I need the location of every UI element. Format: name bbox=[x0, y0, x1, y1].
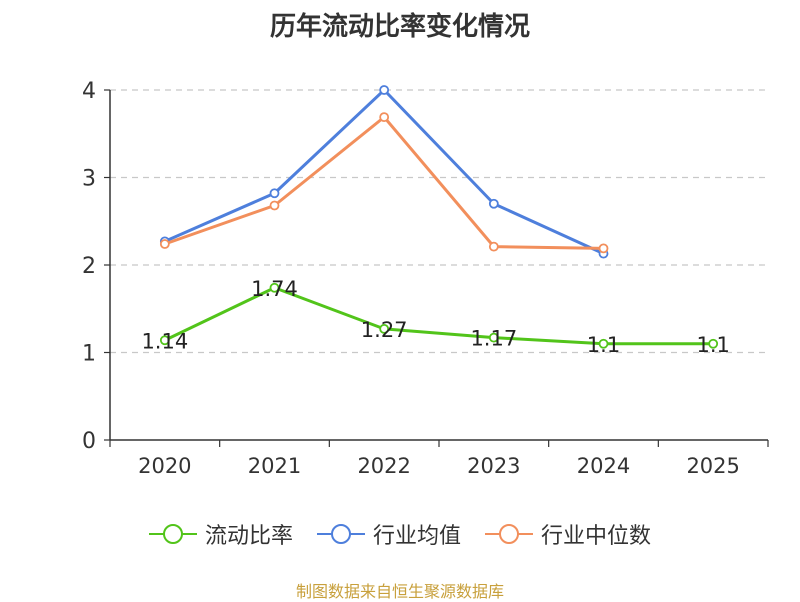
y-tick-label: 3 bbox=[82, 167, 96, 192]
legend-item-current-ratio[interactable]: 流动比率 bbox=[148, 518, 293, 550]
series-lines bbox=[159, 85, 719, 349]
data-point bbox=[159, 335, 170, 346]
legend-label: 行业均值 bbox=[372, 524, 461, 549]
x-tick-label: 2021 bbox=[248, 454, 301, 478]
data-labels: 1.14 1.74 1.27 1.17 1.1 1.1 bbox=[141, 277, 729, 357]
data-point bbox=[488, 241, 499, 252]
legend-item-industry-mean[interactable]: 行业均值 bbox=[316, 518, 461, 550]
legend-marker-orange bbox=[485, 524, 533, 544]
data-label: 1.1 bbox=[587, 333, 620, 357]
data-point bbox=[379, 323, 390, 334]
data-point bbox=[379, 112, 390, 123]
legend-marker-blue bbox=[316, 524, 365, 544]
data-label: 1.74 bbox=[251, 277, 298, 301]
y-tick-label: 4 bbox=[82, 79, 96, 104]
chart-title: 历年流动比率变化情况 bbox=[269, 12, 530, 42]
legend: 流动比率 行业均值 行业中位数 bbox=[0, 518, 800, 550]
legend-item-industry-median[interactable]: 行业中位数 bbox=[485, 518, 651, 550]
data-label: 1.27 bbox=[361, 318, 408, 342]
data-point bbox=[708, 338, 719, 349]
data-source-note: 制图数据来自恒生聚源数据库 bbox=[295, 582, 504, 601]
legend-marker-green bbox=[148, 524, 197, 544]
data-point bbox=[598, 243, 609, 254]
y-tick-label: 1 bbox=[82, 342, 96, 367]
data-point bbox=[269, 200, 280, 211]
legend-label: 行业中位数 bbox=[541, 524, 652, 549]
legend-label: 流动比率 bbox=[204, 524, 293, 549]
data-point bbox=[379, 85, 390, 95]
data-point bbox=[488, 332, 499, 343]
data-label: 1.1 bbox=[696, 333, 729, 357]
x-tick-label: 2024 bbox=[577, 454, 630, 478]
data-label: 1.14 bbox=[141, 329, 188, 353]
data-label: 1.17 bbox=[470, 327, 517, 351]
data-point bbox=[269, 188, 280, 199]
axes: 0 1 2 3 4 2020 2021 2022 2023 2024 2025 bbox=[82, 79, 769, 478]
x-tick-label: 2025 bbox=[686, 454, 739, 478]
data-point bbox=[159, 239, 170, 249]
data-point bbox=[488, 198, 499, 209]
data-point bbox=[269, 282, 280, 293]
x-tick-label: 2023 bbox=[467, 454, 520, 478]
data-point bbox=[598, 338, 609, 349]
y-tick-label: 0 bbox=[82, 429, 96, 454]
x-tick-label: 2022 bbox=[357, 454, 410, 478]
y-tick-label: 2 bbox=[82, 254, 96, 279]
x-tick-label: 2020 bbox=[138, 454, 191, 478]
series-line bbox=[164, 115, 604, 250]
series-line bbox=[164, 286, 714, 346]
